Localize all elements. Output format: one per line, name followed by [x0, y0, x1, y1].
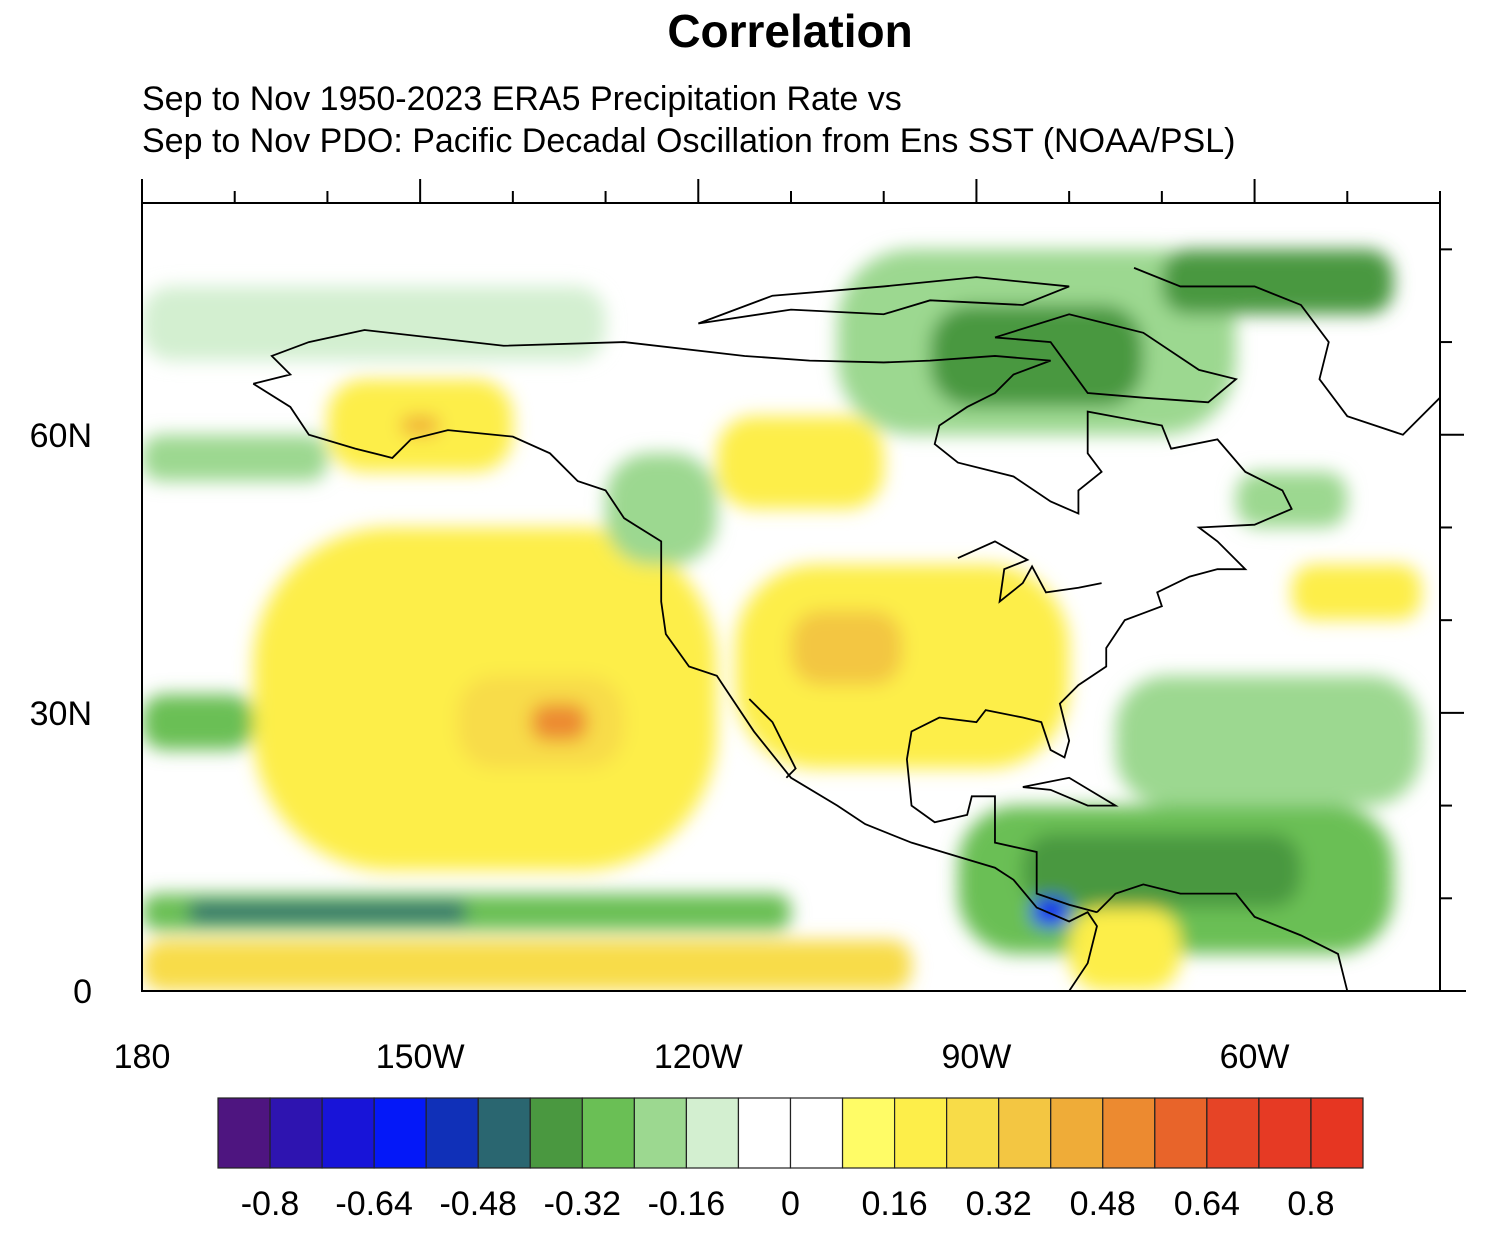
- y-tick-label: 30N: [30, 695, 92, 733]
- colorbar-swatch: [321, 1097, 375, 1169]
- x-tick-label: 180: [114, 1038, 171, 1076]
- colorbar-swatch: [477, 1097, 531, 1169]
- coastline-arctic-islands: [697, 276, 1070, 325]
- region-equatorial-pacific-dry: [142, 940, 912, 991]
- colorbar: -0.8 -0.64 -0.48 -0.32 -0.16 0 0.16 0.32 0.48 0.6…: [217, 1097, 1364, 1223]
- colorbar-swatch: [217, 1097, 271, 1169]
- colorbar-swatch: [737, 1097, 792, 1169]
- colorbar-swatch: [841, 1097, 896, 1169]
- region-atlantic-wet: [1115, 675, 1422, 806]
- colorbar-swatch: [893, 1097, 948, 1169]
- colorbar-swatch: [789, 1097, 844, 1169]
- colorbar-label: 0.64: [1174, 1185, 1240, 1223]
- colorbar-swatch: [529, 1097, 583, 1169]
- colorbar-swatch: [998, 1097, 1052, 1169]
- colorbar-swatch: [1206, 1097, 1260, 1169]
- colorbar-swatch: [581, 1097, 635, 1169]
- region-panama-max: [1032, 898, 1070, 927]
- colorbar-swatch: [946, 1097, 1000, 1169]
- colorbar-swatch: [425, 1097, 479, 1169]
- region-subtropical-max: [531, 703, 588, 741]
- colorbar-label: -0.48: [439, 1185, 517, 1223]
- region-conus-core: [791, 610, 903, 686]
- correlation-field: [142, 203, 1440, 991]
- y-tick-label: 60N: [30, 417, 92, 455]
- chart-title: Correlation: [667, 5, 913, 57]
- region-arctic-core: [930, 304, 1144, 407]
- region-conus: [735, 564, 1070, 769]
- coastlines: [252, 267, 1440, 991]
- coastline-great-lakes: [957, 540, 1102, 604]
- coastline-baja-gulf: [748, 698, 797, 779]
- region-north-atlantic-dry: [1291, 564, 1422, 621]
- colorbar-label: 0.8: [1287, 1185, 1334, 1223]
- chart-subtitle-line-1: Sep to Nov 1950-2023 ERA5 Precipitation …: [142, 80, 902, 118]
- colorbar-swatch: [1050, 1097, 1104, 1169]
- region-north-pacific-wet: [142, 434, 328, 482]
- coastline-atlantic-coast: [253, 329, 1293, 914]
- coastline-greenland: [1133, 267, 1440, 436]
- colorbar-label: 0.48: [1070, 1185, 1136, 1223]
- y-tick-label: 0: [73, 973, 92, 1011]
- region-caribbean-core: [1022, 833, 1301, 908]
- region-labrador-wet: [1236, 471, 1348, 528]
- region-greenland-wet: [1161, 249, 1394, 315]
- region-south-america-dry: [1069, 907, 1181, 991]
- x-tick-label: 150W: [376, 1038, 465, 1076]
- colorbar-label: -0.32: [544, 1185, 622, 1223]
- region-bering-wet: [142, 286, 606, 361]
- coastline-pacific-coast: [252, 383, 1098, 991]
- colorbar-label: -0.64: [335, 1185, 413, 1223]
- coastline-baffin-island: [994, 313, 1238, 404]
- region-west-canada-wet: [605, 453, 717, 565]
- x-tick-label: 60W: [1220, 1038, 1290, 1076]
- region-itcz-core: [188, 902, 467, 922]
- colorbar-label: 0.16: [861, 1185, 927, 1223]
- colorbar-label: 0: [781, 1185, 800, 1223]
- colorbar-swatch: [269, 1097, 323, 1169]
- colorbar-label: 0.32: [966, 1185, 1032, 1223]
- colorbar-swatch: [685, 1097, 740, 1169]
- x-tick-label: 90W: [941, 1038, 1011, 1076]
- colorbar-swatch: [373, 1097, 427, 1169]
- chart-subtitle-line-2: Sep to Nov PDO: Pacific Decadal Oscillat…: [142, 122, 1236, 160]
- x-tick-label: 120W: [654, 1038, 743, 1076]
- colorbar-swatch: [1258, 1097, 1312, 1169]
- map-axes: 180 150W 120W 90W 60W 60N 30N 0: [30, 179, 1466, 1076]
- region-alaska-max: [401, 416, 439, 435]
- colorbar-swatch: [1310, 1097, 1364, 1169]
- colorbar-swatch: [1102, 1097, 1156, 1169]
- coastline-cuba: [1022, 776, 1119, 807]
- colorbar-swatch: [1154, 1097, 1208, 1169]
- colorbar-swatch: [633, 1097, 688, 1169]
- region-west-pacific-wet: [142, 694, 254, 750]
- coastline-south-america-coast: [1096, 883, 1349, 991]
- colorbar-label: -0.16: [648, 1185, 726, 1223]
- region-canada-yellow: [716, 416, 884, 509]
- colorbar-label: -0.8: [241, 1185, 300, 1223]
